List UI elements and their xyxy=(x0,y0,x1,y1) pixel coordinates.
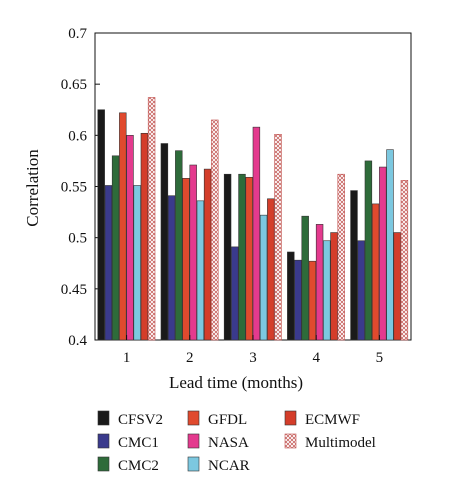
bar-ncar-3 xyxy=(259,214,268,341)
bar-cmc2-1 xyxy=(111,155,120,341)
y-axis-label: Correlation xyxy=(23,149,42,227)
bar-cmc1-5 xyxy=(357,240,365,341)
legend-label-nasa: NASA xyxy=(208,435,249,451)
x-tick-label: 1 xyxy=(123,350,131,366)
bar-cfsv2-2 xyxy=(160,143,169,341)
bar-cfsv2-3 xyxy=(223,173,232,341)
bar-ecmwf-2 xyxy=(203,168,212,341)
legend-label-ncar: NCAR xyxy=(208,458,250,474)
bar-nasa-1 xyxy=(126,135,134,341)
legend-swatch-ecmwf xyxy=(284,410,297,426)
y-tick-label: 0.45 xyxy=(61,282,87,298)
bar-ecmwf-1 xyxy=(140,132,149,341)
legend-label-ecmwf: ECMWF xyxy=(305,412,360,428)
bar-ncar-4 xyxy=(323,240,331,341)
bar-cfsv2-1 xyxy=(97,109,105,341)
legend-label-cmc1: CMC1 xyxy=(118,435,159,451)
bar-cmc1-2 xyxy=(167,195,176,341)
legend-swatch-cfsv2 xyxy=(97,410,110,426)
bar-gfdl-1 xyxy=(119,112,127,341)
bar-ncar-2 xyxy=(196,200,205,341)
bar-cfsv2-5 xyxy=(350,190,358,341)
legend-label-gfdl: GFDL xyxy=(208,412,247,428)
y-tick-label: 0.55 xyxy=(61,180,87,196)
legend-label-cmc2: CMC2 xyxy=(118,458,159,474)
bar-cmc1-1 xyxy=(104,185,113,341)
bar-cfsv2-4 xyxy=(287,251,295,341)
bar-multimodel-3 xyxy=(274,134,282,341)
x-axis-label: Lead time (months) xyxy=(169,373,303,392)
bar-ecmwf-4 xyxy=(330,232,338,341)
bar-multimodel-4 xyxy=(337,173,345,341)
y-tick-label: 0.6 xyxy=(68,128,87,144)
bar-gfdl-2 xyxy=(182,178,190,341)
y-tick-label: 0.4 xyxy=(68,333,87,349)
bar-ncar-5 xyxy=(386,149,394,341)
bar-ecmwf-3 xyxy=(267,198,275,341)
bar-multimodel-1 xyxy=(147,97,156,341)
x-tick-label: 3 xyxy=(249,350,257,366)
bar-cmc2-3 xyxy=(238,173,246,341)
legend: CFSV2 GFDL ECMWF CMC1 NASA Multimodel CMC2 NCAR xyxy=(97,410,376,474)
bar-gfdl-4 xyxy=(308,260,317,341)
legend-swatch-multimodel xyxy=(284,433,297,449)
y-tick-label: 0.7 xyxy=(68,26,87,42)
bar-multimodel-2 xyxy=(211,119,219,341)
bar-cmc1-3 xyxy=(231,246,239,341)
bar-ncar-1 xyxy=(133,185,141,341)
y-tick-label: 0.5 xyxy=(68,231,87,247)
x-tick-label: 2 xyxy=(186,350,194,366)
legend-swatch-cmc2 xyxy=(97,456,110,472)
y-tick-label: 0.65 xyxy=(61,77,87,93)
x-tick-label: 5 xyxy=(376,350,384,366)
x-tick-label: 4 xyxy=(312,350,320,366)
plot-area: 0.4 0.45 0.5 0.55 0.6 0.65 0.7 1 2 3 4 5 xyxy=(61,26,412,366)
legend-swatch-nasa xyxy=(187,433,200,449)
bar-nasa-3 xyxy=(252,126,261,341)
bar-multimodel-5 xyxy=(400,180,409,341)
bar-gfdl-5 xyxy=(371,203,380,341)
bar-gfdl-3 xyxy=(245,176,253,341)
bar-ecmwf-5 xyxy=(393,232,401,341)
legend-swatch-cmc1 xyxy=(97,433,110,449)
legend-swatch-ncar xyxy=(187,456,200,472)
legend-label-multimodel: Multimodel xyxy=(305,435,376,451)
bar-cmc2-4 xyxy=(301,215,309,341)
legend-label-cfsv2: CFSV2 xyxy=(118,412,163,428)
bar-nasa-4 xyxy=(315,224,324,341)
bar-cmc1-4 xyxy=(294,259,302,341)
bar-cmc2-2 xyxy=(175,150,183,341)
bar-nasa-2 xyxy=(189,164,197,341)
bar-nasa-5 xyxy=(379,166,387,341)
legend-swatch-gfdl xyxy=(187,410,200,426)
bar-cmc2-5 xyxy=(364,160,373,341)
